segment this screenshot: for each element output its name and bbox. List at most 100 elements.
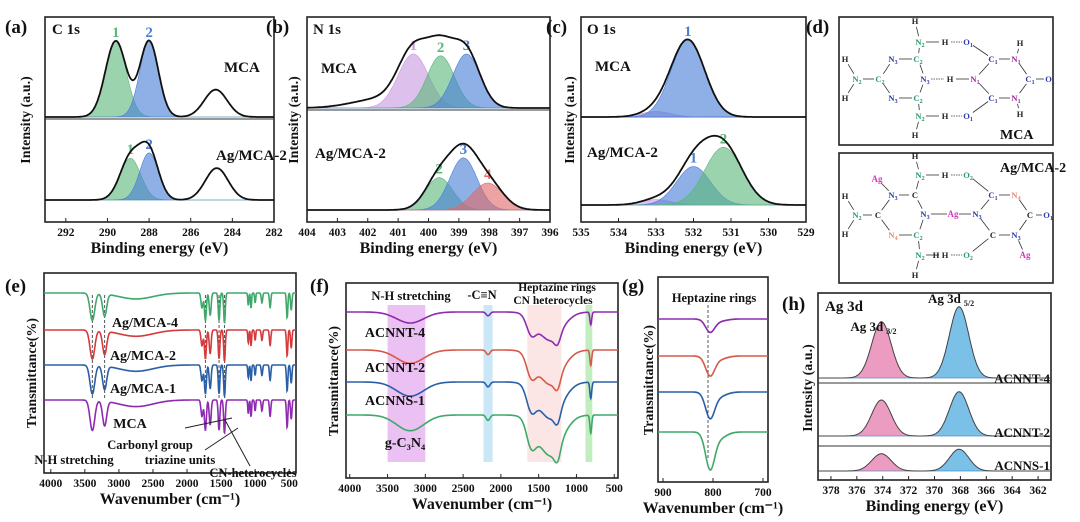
atom-label: C2 [875,74,884,86]
atom-label: C1 [988,190,997,202]
atom-index: 2 [882,80,885,86]
atom-symbol: O [963,37,970,47]
atom-symbol: N [1011,230,1018,240]
covalent-bond [881,219,890,231]
x-tick-label: 532 [685,227,703,239]
atom-label: H [942,170,949,180]
panel-f: (f) 4000 3500 3000 2500 2000 1500 1000 500 Wavenu… [310,276,623,513]
atom-symbol: N [1011,190,1018,200]
x-tick-label: 700 [754,487,772,499]
atom-symbol: N [888,54,895,64]
atom-label: C2 [913,54,922,66]
atom-label: H [842,229,849,239]
plot-frame [345,282,619,479]
atom-symbol: H [912,151,919,161]
envelope-line [307,34,550,109]
x-tick-label: 400 [420,227,438,239]
panel-label: (a) [5,17,27,38]
atom-symbol: Ag [1020,250,1031,260]
x-tick-label: 404 [298,227,316,239]
series-label: ACNNT-4 [365,326,425,341]
atom-label: Ag [948,209,959,219]
atom-label: H [842,54,849,64]
atom-label: N2 [852,210,861,222]
atom-symbol: N [920,209,927,219]
atom-symbol: N [915,111,922,121]
atom-label: O1 [963,111,973,123]
covalent-bond [918,240,920,250]
atom-index: 2 [920,99,923,105]
covalent-bond [1017,103,1019,109]
x-tick-label: 2500 [141,478,164,490]
atom-symbol: C [1025,74,1031,84]
x-tick-label: 500 [606,483,624,495]
annotation-arrow [224,419,251,467]
atom-symbol: H [842,229,849,239]
fitted-peak-acnnt-4 [818,306,1051,379]
x-tick-label: 535 [572,227,590,239]
covalent-bond [972,101,989,113]
peak-label: 1 [690,151,698,167]
envelope-line [45,140,274,201]
x-axis-label: Wavenumber (cm⁻¹) [643,500,783,517]
atom-label: N2 [915,170,924,182]
spectrum-line [658,431,768,471]
peak-label: 2 [145,25,153,41]
atom-symbol: Ag [872,174,883,184]
atom-symbol: H [912,16,919,26]
covalent-bond [919,84,924,93]
panel-label: (e) [5,276,26,297]
atom-index: 2 [970,256,973,262]
x-tick-label: 372 [900,485,918,497]
atom-symbol: C [988,54,994,64]
envelope-line [818,448,1051,472]
panel-label: (h) [782,294,805,315]
x-tick-label: 366 [978,485,996,497]
annotation-subscript: 3/2 [886,327,896,336]
panel-label: (g) [622,276,644,297]
series-label: g-C₃N₄ [385,436,426,451]
atom-symbol: N [888,93,895,103]
atom-label: Ag [1020,250,1031,260]
atom-symbol: N [888,230,895,240]
plot-frame [657,276,769,483]
atom-symbol: N [852,74,859,84]
covalent-bond [1018,240,1023,250]
atom-index: 1 [1018,99,1021,105]
envelope-line [818,391,1051,437]
sample-label: MCA [224,60,260,76]
x-tick-label: 1500 [210,478,233,490]
sample-label: ACNNT-2 [994,425,1050,440]
y-axis-label: Intensity (a.u.) [563,76,578,164]
atom-symbol: H [842,54,849,64]
envelope-line [307,142,550,211]
covalent-bond [972,45,989,56]
covalent-bond [847,219,855,230]
atom-index: 1 [995,60,998,66]
atom-index: 3 [1018,236,1021,242]
x-tick-label: 362 [1029,485,1047,497]
atom-index: 2 [922,43,925,49]
atom-symbol: N [972,209,979,219]
atom-symbol: H [842,191,849,201]
atom-symbol: C [913,54,919,64]
atom-symbol: C [988,93,994,103]
panel-title: N 1s [313,22,341,38]
atom-label: N3 [1011,230,1020,242]
covalent-bond [916,121,919,130]
x-tick-label: 500 [281,478,299,490]
x-tick-label: 531 [722,227,740,239]
atom-label: N2 [852,74,861,86]
sample-label: Ag/MCA-2 [587,145,658,161]
sample-label: Ag/MCA-2 [315,146,386,162]
x-tick-label: 4000 [39,478,62,490]
atom-index: 2 [922,256,925,262]
atom-symbol: N [970,74,977,84]
panel-title: C 1s [52,22,80,38]
peak-annotation: Ag 3d 3/2 [850,319,896,336]
atom-label: H [842,93,849,103]
atom-label: C1 [988,93,997,105]
atom-symbol: C [988,190,994,200]
x-tick-label: 1500 [527,483,550,495]
atom-symbol: H [912,130,919,140]
